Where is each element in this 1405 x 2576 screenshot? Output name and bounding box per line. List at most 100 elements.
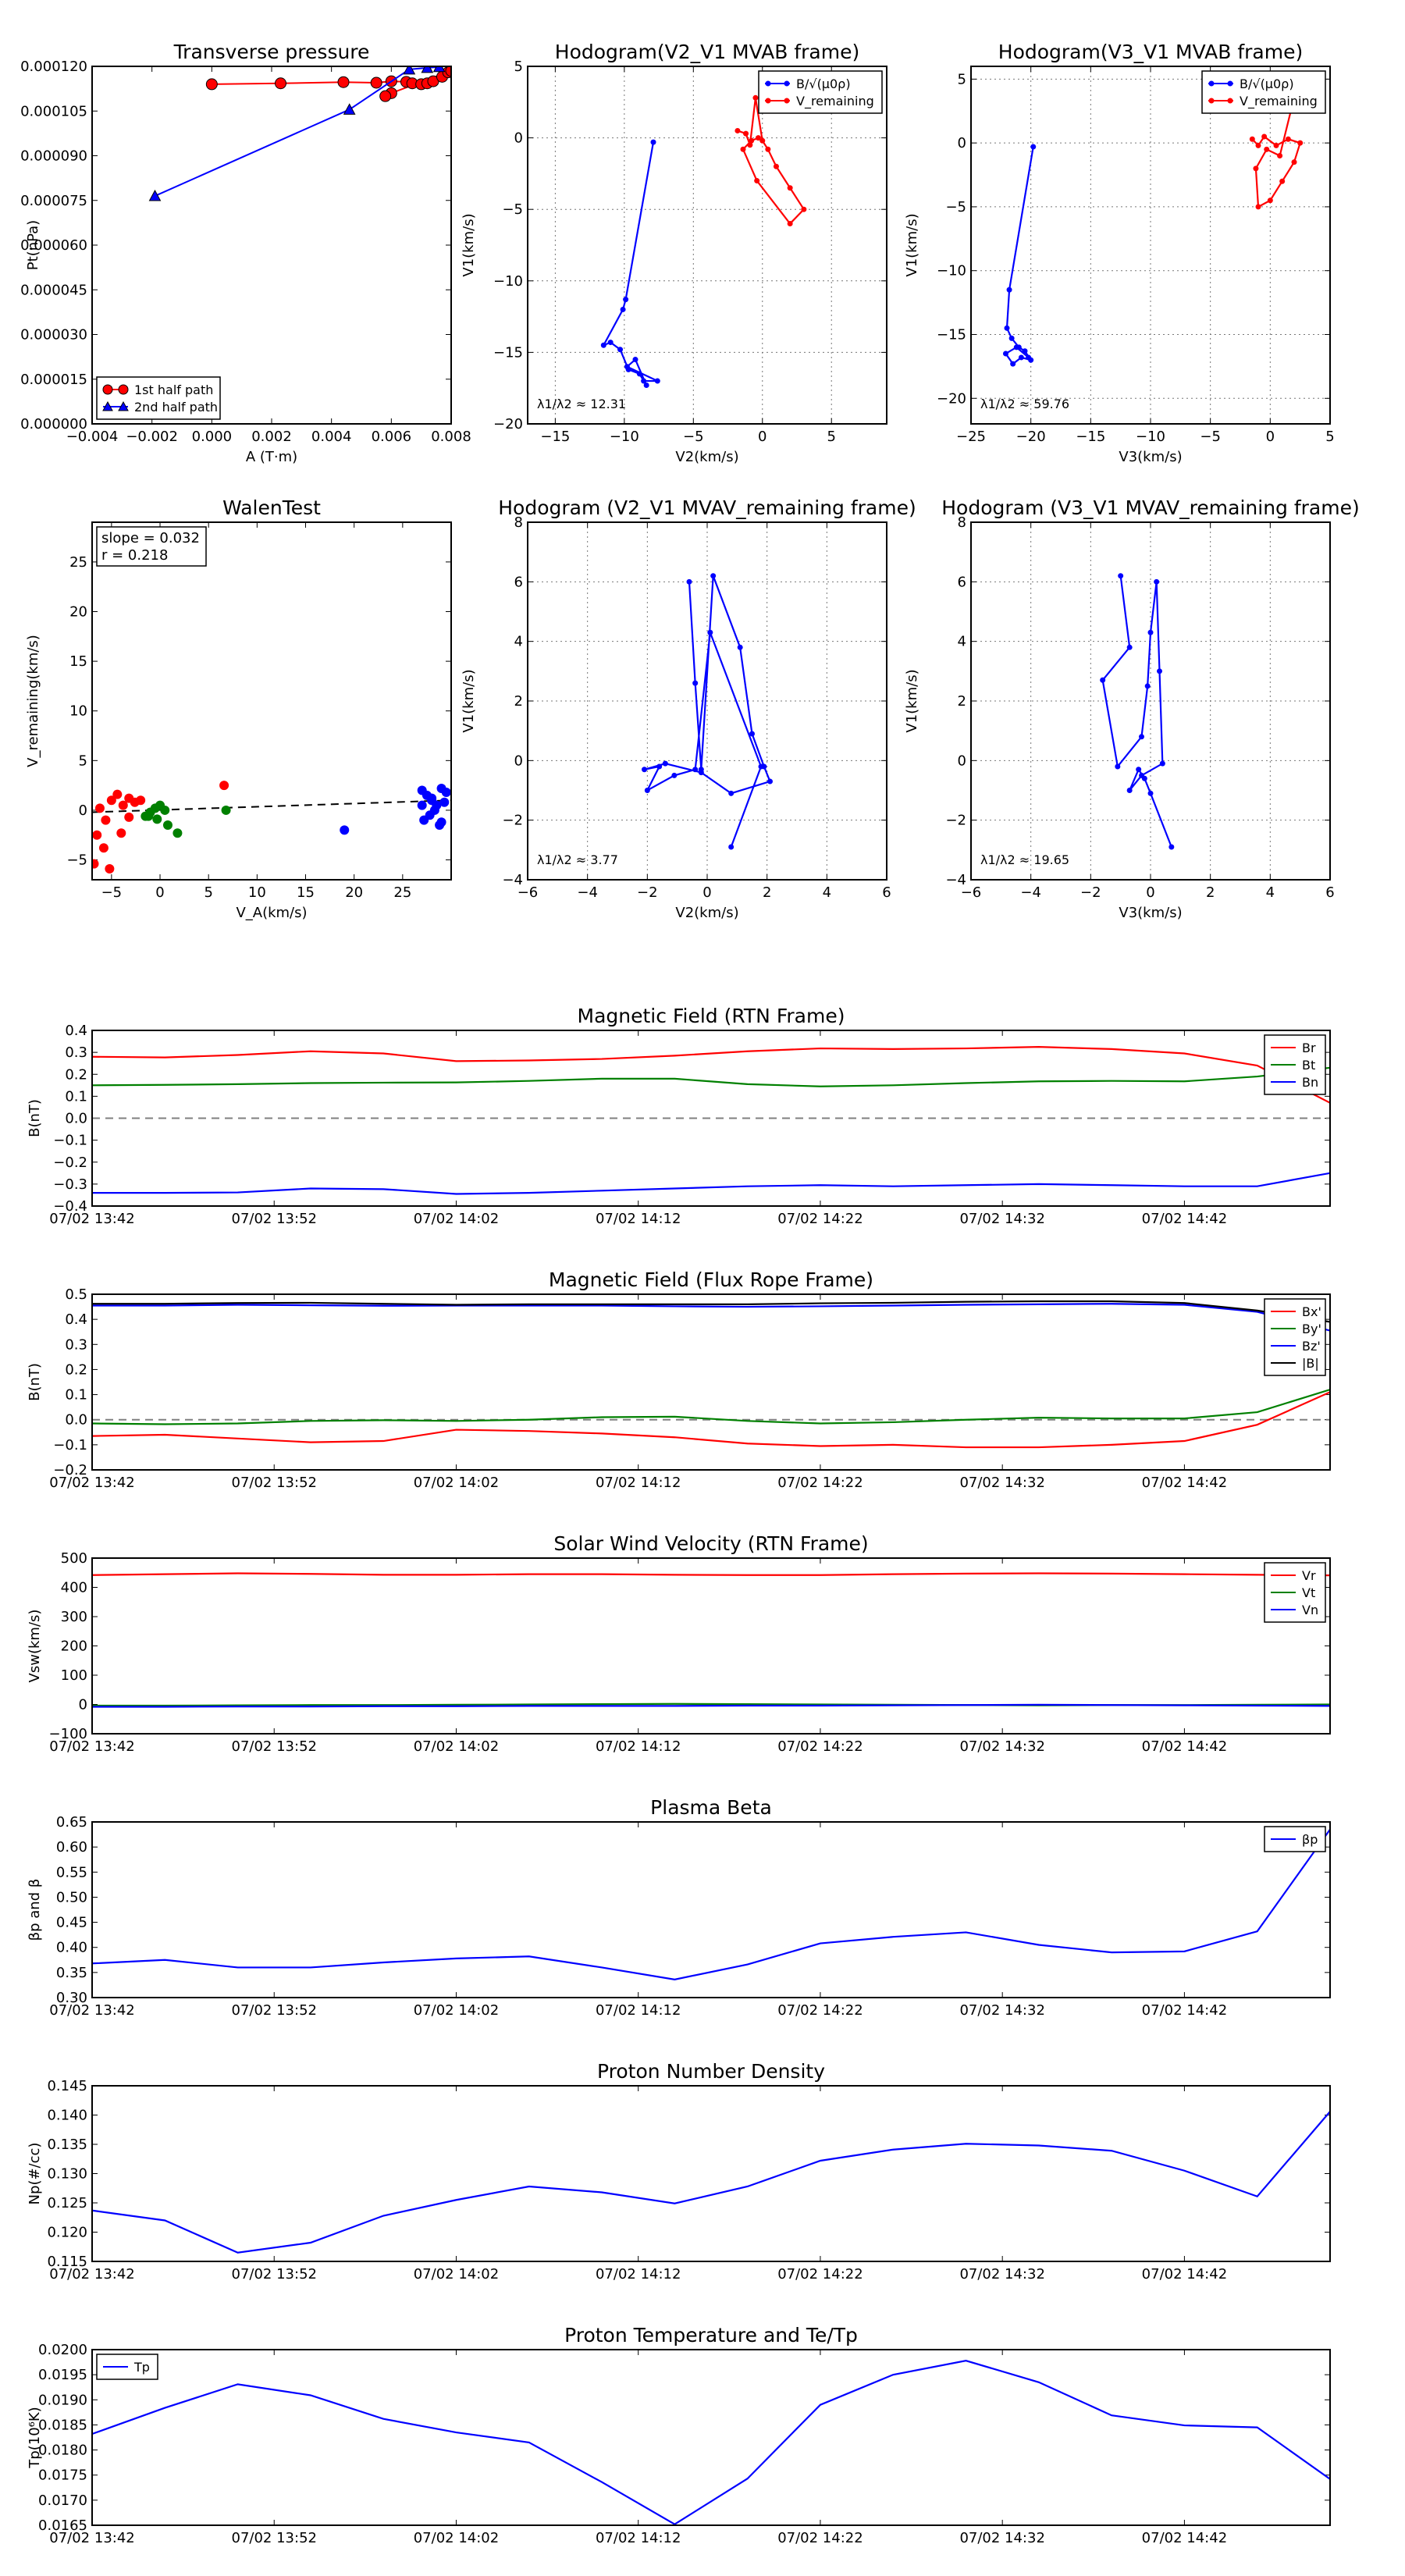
- legend: βp: [1264, 1826, 1326, 1852]
- legend-label: Br: [1302, 1041, 1316, 1055]
- y-tick-label: −10: [493, 273, 523, 290]
- plot-frame: [91, 2349, 1331, 2526]
- y-tick-label: 0.145: [47, 2078, 87, 2094]
- x-tick-label: 07/02 14:22: [777, 2266, 863, 2282]
- plot-frame: [91, 521, 452, 881]
- x-tick-label: 07/02 13:42: [49, 1475, 134, 1491]
- y-tick-label: 5: [958, 71, 966, 87]
- data-point: [1279, 178, 1286, 184]
- series-line-Vn: [92, 1703, 1330, 1708]
- data-point: [144, 811, 154, 821]
- y-tick-label: 0: [514, 753, 523, 769]
- data-point: [1147, 629, 1154, 635]
- y-tick-label: 0.0195: [38, 2367, 87, 2383]
- data-point: [219, 781, 229, 791]
- x-tick-label: 6: [1325, 884, 1334, 901]
- data-point: [162, 820, 173, 831]
- x-tick-label: 07/02 14:22: [777, 2002, 863, 2019]
- x-tick-label: 20: [345, 884, 363, 901]
- legend-label: Bx': [1302, 1304, 1321, 1319]
- y-tick-label: 0.0170: [38, 2492, 87, 2509]
- data-point: [148, 189, 162, 201]
- plot-area: [1002, 104, 1304, 367]
- data-point: [1273, 142, 1279, 148]
- y-tick-label: 6: [958, 574, 966, 590]
- x-tick-label: 07/02 14:42: [1142, 1738, 1227, 1755]
- data-point: [205, 78, 218, 91]
- x-tick-label: −15: [1076, 429, 1105, 445]
- legend-marker: [118, 400, 129, 411]
- y-tick-label: 0.125: [47, 2195, 87, 2211]
- data-point: [337, 76, 350, 88]
- data-point: [686, 578, 692, 585]
- data-point: [1168, 844, 1175, 850]
- y-tick-label: 0.4: [65, 1311, 87, 1328]
- data-point: [1100, 677, 1106, 683]
- x-tick-label: −5: [683, 429, 704, 445]
- data-point: [650, 139, 656, 145]
- y-tick-label: −0.1: [53, 1437, 87, 1453]
- y-tick-label: −15: [493, 344, 523, 361]
- x-tick-label: 07/02 13:42: [49, 1738, 134, 1755]
- x-tick-label: −15: [540, 429, 570, 445]
- plot-frame: [970, 521, 1331, 881]
- data-point: [735, 127, 741, 133]
- y-tick-label: 0.35: [56, 1965, 87, 1981]
- y-tick-label: 0.0185: [38, 2417, 87, 2433]
- x-tick-label: 2: [763, 884, 771, 901]
- series-line-Bz': [92, 1303, 1330, 1332]
- legend-marker: [784, 98, 790, 104]
- legend-marker: [102, 400, 113, 411]
- legend-marker: [784, 80, 790, 87]
- chart-h4: Hodogram (V3_V1 MVAV_remaining frame)−6−…: [904, 496, 1360, 921]
- series-line-V_remaining: [1251, 107, 1302, 208]
- y-tick-label: 2: [958, 693, 966, 710]
- legend-label: By': [1302, 1322, 1321, 1336]
- legend-marker: [1227, 98, 1233, 104]
- y-tick-label: −5: [66, 852, 87, 869]
- data-point: [1006, 286, 1012, 293]
- x-tick-label: 07/02 14:12: [596, 2002, 681, 2019]
- y-tick-label: 0.130: [47, 2166, 87, 2183]
- x-tick-label: −4: [577, 884, 598, 901]
- data-point: [1115, 763, 1121, 770]
- x-tick-label: 07/02 14:32: [959, 2530, 1044, 2546]
- x-tick-label: 07/02 14:32: [959, 1738, 1044, 1755]
- data-point: [1285, 136, 1291, 142]
- data-point: [1002, 350, 1008, 357]
- x-tick-label: 07/02 14:42: [1142, 2002, 1227, 2019]
- x-tick-label: 07/02 13:52: [232, 1738, 317, 1755]
- chart-ts1: Magnetic Field (RTN Frame) 07/02 13:42 07/…: [27, 1005, 1331, 1227]
- y-tick-label: 6: [514, 574, 523, 590]
- chart-ts5: Proton Number Density 07/02 13:42 07/02 13…: [27, 2060, 1331, 2282]
- y-tick-label: −20: [937, 390, 966, 407]
- plot-frame: [527, 521, 887, 881]
- data-point: [755, 135, 761, 141]
- y-tick-label: 0.3: [65, 1336, 87, 1353]
- y-tick-label: 0.45: [56, 1915, 87, 1931]
- legend: Tp: [96, 2354, 158, 2380]
- chart-title: Transverse pressure: [173, 41, 370, 63]
- y-axis-label: V1(km/s): [461, 213, 477, 276]
- legend-label: B/√(μ0ρ): [1240, 76, 1294, 91]
- plot-frame: [91, 2085, 1331, 2262]
- data-point: [436, 817, 446, 827]
- y-tick-label: 400: [61, 1580, 87, 1596]
- chart-title: Magnetic Field (Flux Rope Frame): [549, 1268, 873, 1291]
- data-point: [152, 814, 162, 824]
- data-point: [124, 812, 134, 822]
- y-tick-label: −5: [502, 201, 523, 218]
- plot-area: [92, 2360, 1330, 2525]
- data-point: [737, 644, 743, 650]
- y-tick-label: 300: [61, 1609, 87, 1625]
- y-tick-label: −15: [937, 327, 966, 343]
- plot-frame: [91, 1030, 1331, 1207]
- y-tick-label: −0.2: [53, 1155, 87, 1171]
- x-tick-label: 07/02 14:42: [1142, 1475, 1227, 1491]
- x-tick-label: −6: [961, 884, 982, 901]
- legend: Br Bt Bn: [1264, 1034, 1326, 1095]
- y-tick-label: −4: [502, 872, 523, 888]
- y-tick-label: 4: [514, 634, 523, 650]
- chart-h1: Hodogram(V2_V1 MVAB frame) −15 −10 −5 0 5 −20 −…: [461, 41, 887, 465]
